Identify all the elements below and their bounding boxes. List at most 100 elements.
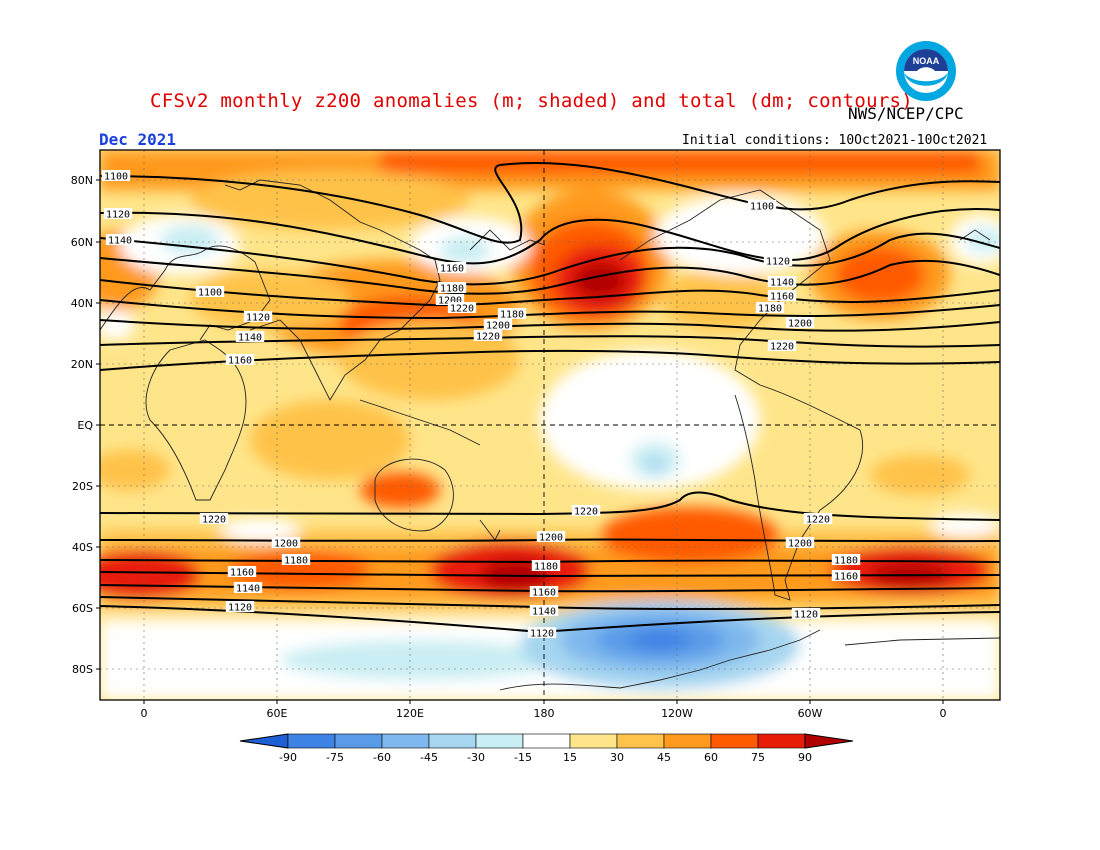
contour-label: 1220 [202,515,226,526]
contour-label: 1220 [574,507,598,518]
contour-label: 1120 [766,257,790,268]
contour-label-bg [271,537,301,548]
contour-label: 1140 [238,333,262,344]
contour-label: 1220 [450,304,474,315]
colorbar-tick-label: -90 [279,751,297,764]
contour-label-bg [227,566,257,577]
colorbar-tick-label: 60 [704,751,718,764]
lat-tick-label: 20S [72,480,93,493]
colorbar-swatch [663,733,712,749]
colorbar-swatch [804,733,854,749]
contour-label-bg [767,290,797,301]
colorbar-swatch [710,733,759,749]
contour-label: 1200 [788,319,812,330]
lon-tick-label: 120W [661,707,693,720]
lat-tick-label: EQ [77,419,93,432]
contour-label: 1200 [274,539,298,550]
contour-label-bg [785,537,815,548]
contour-label: 1180 [758,304,782,315]
contour-label-bg [529,586,559,597]
contour-label-bg [483,319,513,330]
lat-axis: 80N 60N 40N 20N EQ 20S 40S 60S 80S [71,174,94,676]
contour-label-bg [195,286,225,297]
contour-label: 1180 [534,562,558,573]
colorbar-swatch [522,733,571,749]
contour-label-bg [791,608,821,619]
contour-label: 1160 [440,264,464,275]
contour-label-bg [199,513,229,524]
contour-label: 1120 [246,313,270,324]
colorbar-swatch [287,733,336,749]
lat-tick-label: 60S [72,602,93,615]
contour-label-bg [531,560,561,571]
lon-tick-label: 180 [534,707,555,720]
lon-ticks [143,700,944,704]
contour-label-bg [235,331,265,342]
noaa-logo-text: NOAA [913,56,940,66]
contour-labels: 1100112011401160118012001220110011201140… [101,170,861,640]
contour-label: 1200 [438,296,462,307]
lon-axis: 0 60E 120E 180 120W 60W 0 [141,707,947,720]
contour-label-bg [831,570,861,581]
colorbar-swatch [616,733,665,749]
colorbar-swatch [381,733,430,749]
lon-tick-label: 60E [267,707,288,720]
contour-label-bg [767,276,797,287]
colorbar-swatch [569,733,618,749]
contour-label-bg [571,505,601,516]
colorbar-swatch [428,733,477,749]
contour-label-bg [747,200,777,211]
colorbar-tick-label: 30 [610,751,624,764]
contour-label-bg [105,234,135,245]
contour-label: 1220 [770,342,794,353]
contour-label-bg [803,513,833,524]
lat-tick-label: 80S [72,663,93,676]
contour-label: 1200 [486,321,510,332]
lat-ticks [96,179,100,670]
contour-label-bg [233,582,263,593]
contour-label-bg [527,627,557,638]
colorbar-tick-label: -60 [373,751,391,764]
lon-tick-label: 0 [940,707,947,720]
contour-label-bg [536,531,566,542]
contour-label-bg [437,282,467,293]
colorbar-tick-label: 45 [657,751,671,764]
contour-label: 1160 [230,568,254,579]
contour-label: 1220 [806,515,830,526]
contour-label-bg [497,308,527,319]
colorbar-swatch [239,733,289,749]
colorbar: -90 -75 -60 -45 -30 -15 15 30 45 60 75 90 [239,733,854,764]
coastlines [100,179,1000,691]
contour-label-bg [437,262,467,273]
lat-tick-label: 80N [71,174,93,187]
contour-label: 1160 [532,588,556,599]
agency-label: NWS/NCEP/CPC [848,104,964,123]
contour-label: 1200 [539,533,563,544]
contour-label: 1160 [228,356,252,367]
contour-label: 1180 [500,310,524,321]
contour-label: 1120 [106,210,130,221]
contour-label-bg [225,354,255,365]
contour-label-bg [763,255,793,266]
contour-label: 1140 [532,607,556,618]
lat-tick-label: 40N [71,297,93,310]
gridlines [100,150,1000,700]
contour-label-bg [447,302,477,313]
contour-label-bg [785,317,815,328]
lat-tick-label: 20N [71,358,93,371]
contour-label: 1100 [750,202,774,213]
contour-label-bg [755,302,785,313]
colorbar-swatch [475,733,524,749]
contour-label: 1100 [104,172,128,183]
anomaly-shading [100,150,1000,700]
lat-tick-label: 40S [72,541,93,554]
contour-label: 1100 [198,288,222,299]
contour-label-bg [103,208,133,219]
noaa-logo: NOAA [896,41,956,101]
colorbar-tick-label: 75 [751,751,765,764]
contour-label-bg [243,311,273,322]
lon-tick-label: 60W [798,707,823,720]
lon-tick-label: 0 [141,707,148,720]
reference-lines [100,150,1000,700]
colorbar-tick-label: -15 [514,751,532,764]
